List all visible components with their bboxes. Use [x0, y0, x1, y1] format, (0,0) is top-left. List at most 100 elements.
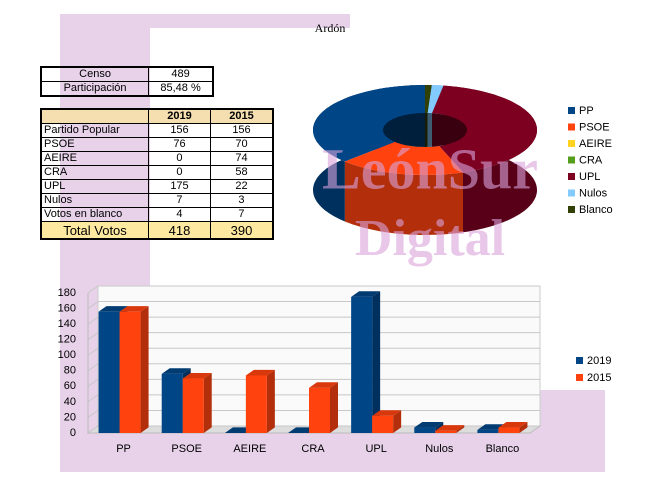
legend-label: UPL: [579, 171, 600, 183]
bar-front: [161, 373, 183, 433]
table-cell: 418: [148, 221, 211, 240]
bar-side: [456, 425, 465, 433]
x-tick-label: UPL: [365, 443, 386, 455]
table-cell: UPL: [40, 179, 149, 194]
legend-label: CRA: [579, 154, 603, 166]
bar-front: [182, 378, 204, 433]
legend-swatch: [576, 374, 583, 381]
bar-front: [477, 429, 499, 433]
y-tick-label: 180: [58, 287, 76, 299]
x-tick-label: Blanco: [486, 443, 520, 455]
bar-side: [372, 291, 381, 433]
x-tick-label: PSOE: [171, 443, 202, 455]
slice: [344, 141, 463, 175]
table-cell: 7: [209, 207, 274, 222]
y-tick-label: 60: [64, 380, 76, 392]
table-cell: 0: [148, 165, 211, 180]
x-tick-label: CRA: [301, 443, 325, 455]
table-cell: 2019: [148, 108, 211, 124]
x-tick-label: PP: [116, 443, 131, 455]
bar: [435, 425, 465, 433]
slice-wall: [344, 161, 463, 235]
bar-top: [309, 382, 338, 388]
top-faces: [313, 85, 537, 175]
chart-title: Ardón: [315, 21, 346, 35]
bar-front: [414, 427, 436, 433]
table-row: Total Votos 418 390: [40, 221, 274, 240]
bar-front: [119, 311, 141, 433]
bar-front: [498, 427, 520, 433]
slice: [431, 85, 537, 173]
legend-swatch: [568, 189, 575, 197]
bar-front: [245, 375, 267, 433]
slice-inner-wall: [431, 113, 467, 147]
watermark-text: LeónSur: [322, 136, 538, 201]
table-row: Partido Popular 156 156: [40, 123, 274, 138]
table-cell: 7: [148, 193, 211, 208]
slice: [313, 85, 425, 162]
bar-front: [372, 415, 394, 433]
y-tick-label: 80: [64, 365, 76, 377]
table-cell: 58: [209, 165, 274, 180]
table-cell: 489: [148, 66, 214, 82]
bar-chart: 0 20 40 60 80 100 120 140 160 180 PP PSOE AEIRE CRA UP…: [58, 285, 611, 455]
bar: [372, 410, 402, 433]
grid-line: [87, 363, 540, 372]
table-cell: 2015: [209, 108, 274, 124]
grid-line: [87, 347, 540, 356]
table-cell: PSOE: [40, 137, 149, 152]
legend-label: PP: [579, 105, 594, 117]
y-tick-label: 20: [64, 411, 76, 423]
bar-top: [372, 410, 402, 416]
grid-line: [87, 394, 540, 403]
grid-line: [87, 285, 540, 294]
bar: [309, 382, 338, 433]
table-row: 2019 2015: [40, 108, 274, 124]
legend-swatch: [568, 140, 575, 147]
grid-line: [87, 332, 540, 341]
legend-label: PSOE: [579, 121, 610, 133]
bar-top: [435, 425, 465, 431]
table-row: Censo 489: [40, 66, 214, 82]
legend-label: AEIRE: [579, 138, 612, 150]
y-tick-label: 140: [58, 318, 76, 330]
bar-front: [351, 296, 373, 433]
bar-top: [161, 368, 191, 374]
bar-top: [498, 421, 528, 428]
y-tick-label: 40: [64, 396, 76, 408]
table-row: Votos en blanco 4 7: [40, 207, 274, 222]
inner-walls: [383, 113, 467, 147]
slice: [425, 85, 432, 113]
bar-side: [266, 369, 275, 433]
table-cell: 74: [209, 151, 274, 166]
bar-side: [330, 382, 338, 433]
legend-swatch: [576, 357, 583, 364]
table-cell: 156: [209, 123, 274, 138]
slice-inner-wall: [383, 113, 425, 147]
legend-label: 2019: [587, 355, 611, 367]
table-cell: Votos en blanco: [40, 207, 149, 222]
bar-front: [435, 430, 457, 433]
y-tick-label: 160: [58, 302, 76, 314]
legend-swatch: [568, 173, 575, 180]
bar-top: [119, 306, 149, 312]
votes-table: 2019 2015 Partido Popular 156 156 PSOE 76 70 AEI…: [40, 108, 274, 240]
table-cell: [40, 108, 149, 124]
watermark-stroke: [135, 14, 350, 28]
table-cell: CRA: [40, 165, 149, 180]
legend-swatch: [568, 156, 575, 164]
table-row: UPL 175 22: [40, 179, 274, 194]
table-cell: 70: [209, 137, 274, 152]
table-row: Participación 85,48 %: [40, 81, 214, 97]
bar-top: [414, 421, 444, 428]
table-cell: 156: [148, 123, 211, 138]
x-tick-label: AEIRE: [233, 443, 266, 455]
y-tick-label: 120: [58, 334, 76, 346]
grid-line: [87, 378, 540, 387]
table-cell: 22: [209, 179, 274, 194]
bar-top: [245, 369, 275, 376]
table-cell: Censo: [40, 66, 150, 82]
table-row: CRA 0 58: [40, 165, 274, 180]
